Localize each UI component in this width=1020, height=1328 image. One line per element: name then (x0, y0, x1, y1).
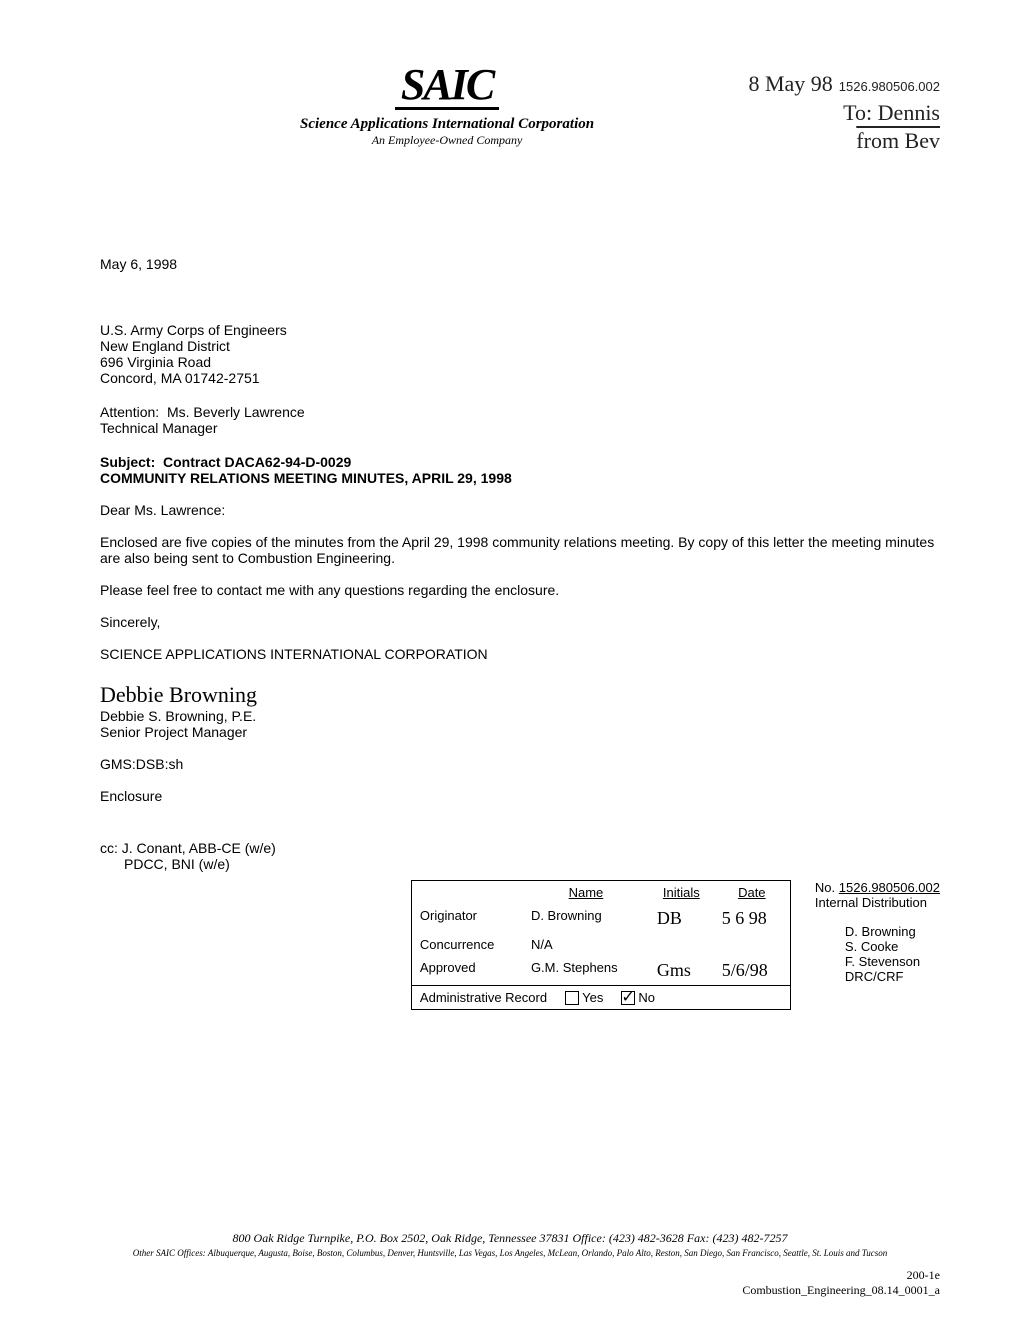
page-id-l2: Combustion_Engineering_08.14_0001_a (742, 1283, 940, 1298)
cc-block: cc: J. Conant, ABB-CE (w/e) PDCC, BNI (w… (100, 840, 940, 872)
logo-tagline: Science Applications International Corpo… (300, 116, 594, 133)
addr-line: 696 Virginia Road (100, 354, 940, 370)
dist-person: S. Cooke (845, 939, 940, 954)
subject-line1: Subject: Contract DACA62-94-D-0029 (100, 454, 940, 470)
saic-logo: SAIC (395, 70, 499, 110)
col-name: Name (523, 880, 649, 904)
salutation: Dear Ms. Lawrence: (100, 502, 940, 518)
checkbox-no (621, 991, 635, 1005)
attention-title: Technical Manager (100, 420, 940, 436)
col-initials: Initials (649, 880, 714, 904)
approved-initials: Gms (649, 956, 714, 986)
dist-person: DRC/CRF (845, 969, 940, 984)
bottom-row: Name Initials Date Originator D. Brownin… (100, 880, 940, 1011)
admin-record-row: Administrative Record Yes No (411, 985, 790, 1010)
approved-name: G.M. Stephens (523, 956, 649, 986)
distribution-block: No. 1526.980506.002 Internal Distributio… (815, 880, 940, 984)
originator-initials: DB (649, 904, 714, 933)
hand-date: 8 May 981526.980506.002 (748, 70, 940, 99)
handwritten-block: 8 May 981526.980506.002 To: Dennis from … (748, 70, 940, 156)
originator-date: 5 6 98 (714, 904, 791, 933)
enclosure-line: Enclosure (100, 788, 940, 804)
footer-sub: Other SAIC Offices: Albuquerque, Augusta… (80, 1248, 940, 1258)
dist-title: Internal Distribution (815, 895, 940, 910)
originator-name: D. Browning (523, 904, 649, 933)
address-block: U.S. Army Corps of Engineers New England… (100, 322, 940, 386)
closing: Sincerely, (100, 614, 940, 630)
addr-line: U.S. Army Corps of Engineers (100, 322, 940, 338)
hand-from: from Bev (748, 127, 940, 156)
body-para2: Please feel free to contact me with any … (100, 582, 940, 598)
hand-to: To: Dennis (748, 99, 940, 128)
concurrence-label: Concurrence (411, 933, 523, 956)
col-date: Date (714, 880, 791, 904)
signature-script: Debbie Browning (100, 682, 940, 708)
logo-subline: An Employee-Owned Company (300, 133, 594, 148)
signoff-table: Name Initials Date Originator D. Brownin… (411, 880, 791, 1011)
company-line: SCIENCE APPLICATIONS INTERNATIONAL CORPO… (100, 646, 940, 662)
signature-title: Senior Project Manager (100, 724, 940, 740)
attention-block: Attention: Ms. Beverly Lawrence Technica… (100, 404, 940, 436)
originator-label: Originator (411, 904, 523, 933)
letter-date: May 6, 1998 (100, 256, 940, 272)
header-row: SAIC Science Applications International … (100, 70, 940, 156)
page-id: 200-1e Combustion_Engineering_08.14_0001… (742, 1268, 940, 1298)
dist-list: D. Browning S. Cooke F. Stevenson DRC/CR… (845, 924, 940, 984)
checkbox-yes (565, 991, 579, 1005)
approved-label: Approved (411, 956, 523, 986)
addr-line: Concord, MA 01742-2751 (100, 370, 940, 386)
subject-line2: COMMUNITY RELATIONS MEETING MINUTES, APR… (100, 470, 940, 486)
dist-person: F. Stevenson (845, 954, 940, 969)
footer-main: 800 Oak Ridge Turnpike, P.O. Box 2502, O… (80, 1231, 940, 1246)
concurrence-name: N/A (523, 933, 649, 956)
ref-line: GMS:DSB:sh (100, 756, 940, 772)
cc-line2: PDCC, BNI (w/e) (124, 856, 940, 872)
cc-line1: cc: J. Conant, ABB-CE (w/e) (100, 840, 940, 856)
doc-number: 1526.980506.002 (839, 79, 940, 94)
signature-name: Debbie S. Browning, P.E. (100, 708, 940, 724)
attention-line: Attention: Ms. Beverly Lawrence (100, 404, 940, 420)
approved-date: 5/6/98 (714, 956, 791, 986)
dist-person: D. Browning (845, 924, 940, 939)
addr-line: New England District (100, 338, 940, 354)
logo-block: SAIC Science Applications International … (300, 70, 594, 148)
subject-block: Subject: Contract DACA62-94-D-0029 COMMU… (100, 454, 940, 486)
body-para1: Enclosed are five copies of the minutes … (100, 534, 940, 566)
page-id-l1: 200-1e (742, 1268, 940, 1283)
footer: 800 Oak Ridge Turnpike, P.O. Box 2502, O… (80, 1231, 940, 1258)
dist-no-line: No. 1526.980506.002 (815, 880, 940, 895)
